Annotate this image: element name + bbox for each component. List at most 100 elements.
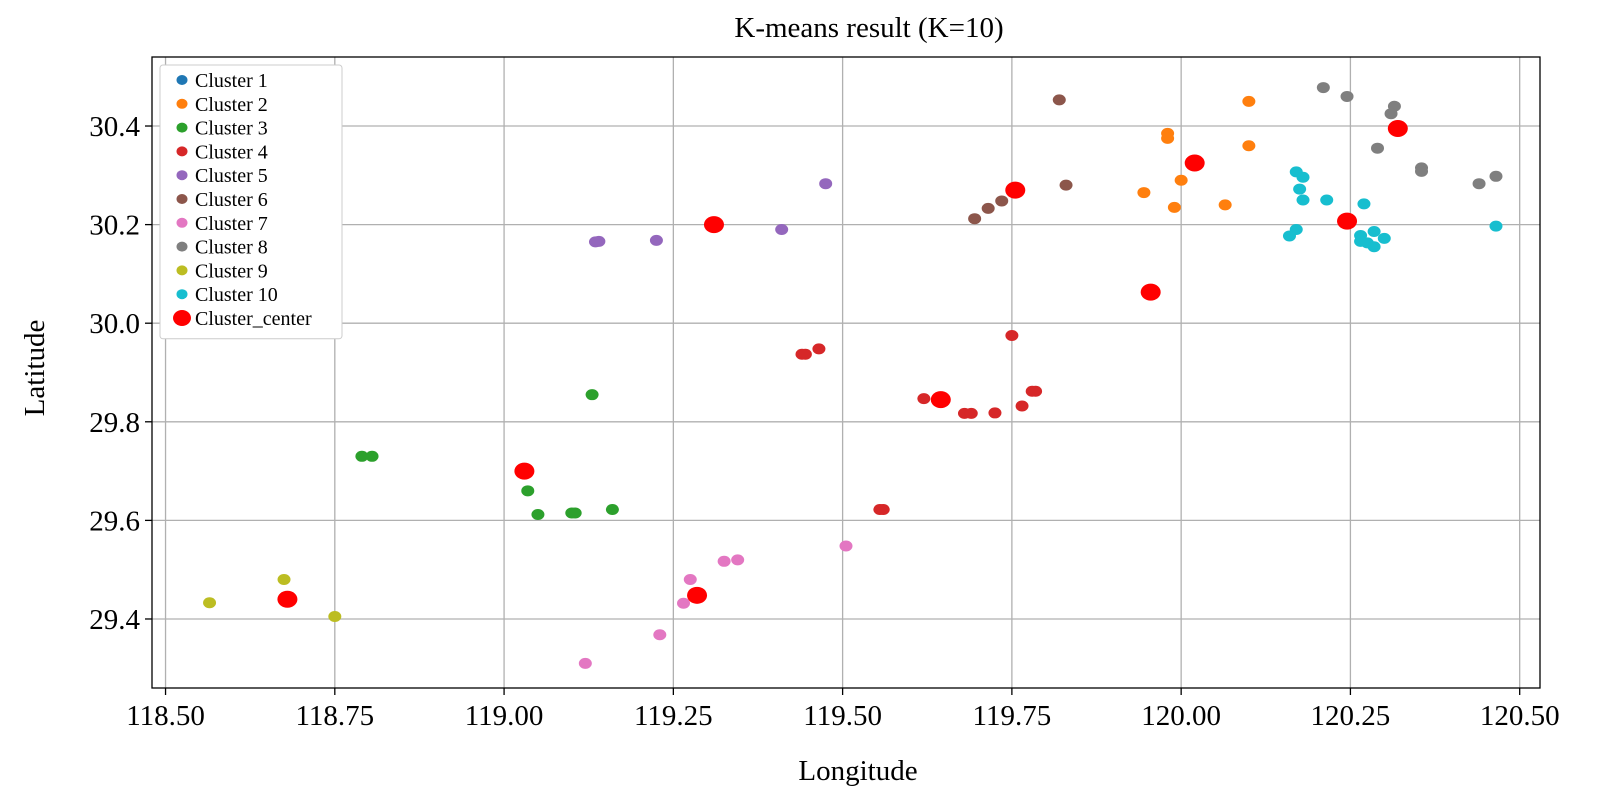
x-tick-label: 119.50: [803, 700, 882, 732]
cluster-centers: [277, 119, 1408, 608]
x-tick-label: 120.50: [1480, 700, 1560, 732]
cluster-3-point: [568, 507, 582, 519]
cluster-center-point: [277, 590, 298, 608]
cluster-8-point: [1384, 108, 1398, 120]
cluster-9-point: [328, 611, 342, 623]
cluster-10-point: [1377, 232, 1391, 244]
cluster-2-point: [1167, 201, 1181, 213]
cluster-5-point: [819, 178, 833, 190]
cluster-8-point: [1472, 178, 1486, 190]
cluster-center-point: [687, 586, 708, 604]
legend-label: Cluster 4: [195, 141, 268, 163]
y-tick-label: 30.4: [89, 111, 140, 143]
cluster-center-point: [1337, 212, 1358, 230]
cluster-center-point: [514, 462, 535, 480]
cluster-6-point: [981, 202, 995, 214]
legend-marker: [176, 98, 188, 109]
x-tick-label: 118.50: [126, 700, 205, 732]
legend-marker: [173, 310, 191, 326]
legend-marker: [176, 146, 188, 157]
cluster-8-point: [1340, 90, 1354, 102]
legend-marker: [176, 265, 188, 276]
legend-marker: [176, 217, 188, 228]
cluster-7-point: [677, 597, 691, 609]
cluster-3-point: [355, 450, 369, 462]
cluster-6-point: [995, 195, 1009, 207]
x-tick-label: 118.75: [295, 700, 374, 732]
y-tick-label: 29.4: [89, 604, 140, 636]
cluster-2-point: [1161, 132, 1175, 144]
legend-marker: [176, 241, 188, 252]
x-tick-label: 120.25: [1311, 700, 1391, 732]
cluster-2-point: [1137, 187, 1151, 199]
cluster-center-point: [1184, 154, 1205, 172]
cluster-7-point: [731, 554, 745, 566]
cluster-10-point: [1357, 198, 1371, 210]
x-tick-label: 120.00: [1141, 700, 1221, 732]
cluster-5-point: [649, 234, 663, 246]
cluster-8-point: [1489, 170, 1503, 182]
legend-label: Cluster 3: [195, 118, 268, 140]
x-tick-label: 119.00: [465, 700, 544, 732]
legend-label: Cluster 5: [195, 165, 268, 187]
cluster-10-point: [1293, 183, 1307, 195]
x-tick-label: 119.25: [634, 700, 713, 732]
cluster-6-point: [968, 213, 982, 225]
cluster-9-point: [203, 597, 217, 609]
cluster-center-point: [1387, 119, 1408, 137]
cluster-2-point: [1174, 174, 1188, 186]
cluster-3-point: [585, 389, 599, 401]
cluster-4-point: [1005, 330, 1019, 342]
grid-lines: [152, 57, 1540, 688]
cluster-3-point: [605, 504, 619, 516]
legend-label: Cluster 8: [195, 237, 268, 259]
cluster-3-point: [365, 450, 379, 462]
cluster-center-point: [930, 391, 951, 409]
cluster-6-point: [1052, 94, 1066, 106]
cluster-4-point: [798, 348, 812, 360]
cluster-8-point: [1371, 142, 1385, 154]
cluster-4-point: [812, 343, 826, 355]
cluster-10-point: [1367, 226, 1381, 238]
y-tick-label: 30.2: [89, 210, 140, 242]
cluster-3-point: [531, 508, 545, 520]
cluster-4-point: [964, 407, 978, 419]
cluster-5-point: [592, 235, 606, 247]
legend-label: Cluster 9: [195, 260, 268, 282]
cluster-2-point: [1242, 95, 1256, 107]
cluster-6-point: [1059, 179, 1073, 191]
x-tick-label: 119.75: [973, 700, 1052, 732]
legend-marker: [176, 289, 188, 300]
cluster-center-point: [703, 216, 724, 234]
cluster-4-point: [1015, 400, 1029, 412]
cluster-7-point: [683, 574, 697, 586]
cluster-8-point: [1316, 82, 1330, 94]
cluster-10-point: [1282, 230, 1296, 242]
plot-frame: [151, 56, 1541, 689]
chart-title: K-means result (K=10): [734, 12, 1003, 44]
legend-marker: [176, 194, 188, 204]
cluster-center-point: [1140, 283, 1161, 301]
y-axis-label: Latitude: [19, 320, 51, 417]
legend-marker: [176, 122, 188, 133]
cluster-7-point: [839, 540, 853, 552]
cluster-3-point: [521, 485, 535, 497]
cluster-7-point: [578, 657, 592, 669]
cluster-center-point: [1005, 181, 1026, 199]
legend-label: Cluster 7: [195, 213, 268, 235]
cluster-4-point: [876, 504, 890, 516]
cluster-10-point: [1296, 194, 1310, 206]
cluster-2-point: [1242, 140, 1256, 152]
legend-box: [159, 64, 343, 340]
y-tick-label: 29.8: [89, 407, 140, 439]
y-tick-label: 30.0: [89, 308, 140, 340]
cluster-9-point: [277, 574, 291, 586]
legend-label: Cluster 1: [195, 70, 268, 92]
data-points: [203, 82, 1503, 669]
cluster-7-point: [653, 629, 667, 641]
cluster-10-point: [1320, 194, 1334, 206]
cluster-7-point: [717, 555, 731, 567]
x-axis-label: Longitude: [798, 755, 917, 787]
